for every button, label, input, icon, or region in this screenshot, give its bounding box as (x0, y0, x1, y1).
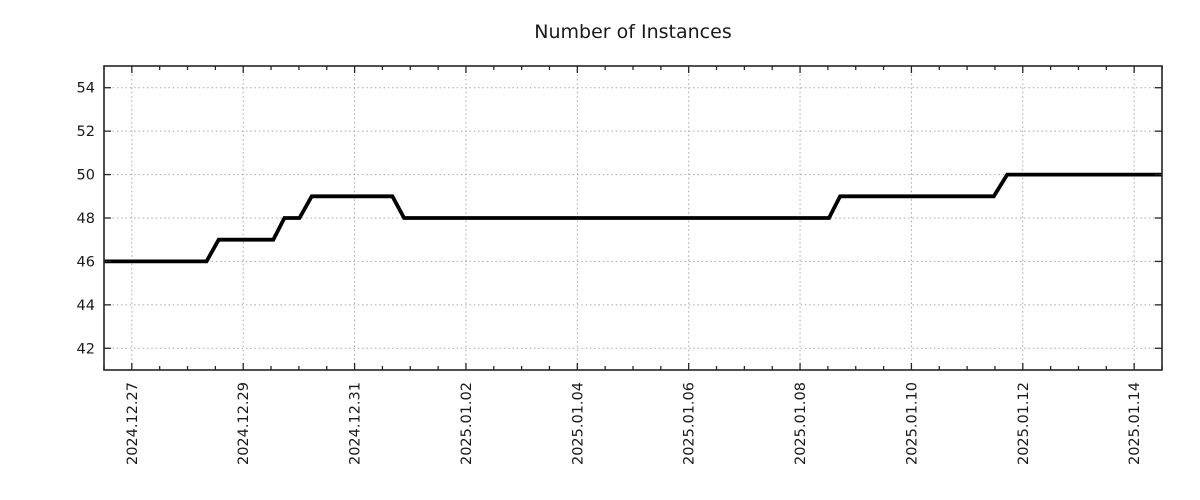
x-tick-label: 2024.12.29 (236, 382, 252, 465)
series-layer (104, 172, 1162, 264)
x-tick-label: 2025.01.12 (1016, 382, 1032, 465)
plot-frame (103, 65, 1163, 371)
y-tick-label: 52 (77, 124, 95, 140)
x-tick-label: 2025.01.10 (904, 382, 920, 465)
x-tick-label: 2025.01.02 (459, 382, 475, 465)
x-tick-label: 2025.01.04 (570, 382, 586, 465)
x-tick-label: 2024.12.27 (125, 382, 141, 465)
x-tick-label: 2024.12.31 (348, 382, 364, 465)
y-tick-label: 48 (77, 211, 95, 227)
y-tick-label: 44 (77, 298, 95, 314)
x-tick-label: 2025.01.06 (682, 382, 698, 465)
chart-title: Number of Instances (534, 21, 731, 43)
y-tick-label: 46 (77, 254, 95, 270)
x-tick-label: 2025.01.08 (793, 382, 809, 465)
data-line-number-of-instances (104, 172, 1162, 264)
x-tick-label: 2025.01.14 (1127, 382, 1143, 465)
y-tick-label: 54 (77, 81, 95, 97)
axis-layer: 42 44 46 48 50 52 54 2024.12.27 2024.12.29 2024.1… (77, 65, 1163, 465)
y-tick-label: 50 (77, 168, 95, 184)
y-tick-label: 42 (77, 341, 95, 357)
